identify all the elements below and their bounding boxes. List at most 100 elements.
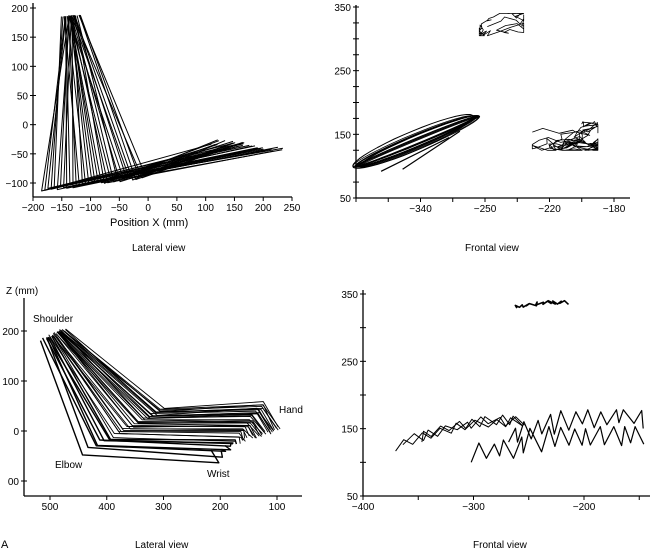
- shoulder-trace: [478, 12, 525, 37]
- panel-bottom-right-frontal: −400 −300 −200 50 150 250 350: [341, 290, 650, 513]
- annotation-elbow: Elbow: [55, 460, 83, 471]
- y-tick-label: 150: [334, 130, 351, 141]
- caption-top-frontal: Frontal view: [465, 243, 519, 254]
- x-tick-label: −50: [111, 203, 128, 214]
- x-tick-label: −220: [538, 204, 561, 215]
- arm-stick: [69, 15, 264, 184]
- y-tick-label: 0: [13, 427, 19, 438]
- hand-trace: [470, 426, 645, 463]
- y-tick-label: 150: [341, 425, 358, 436]
- arm-stick: [71, 15, 245, 180]
- arm-stick: [47, 336, 232, 451]
- x-tick-label: 400: [98, 502, 115, 513]
- elbow-trace: [356, 115, 478, 167]
- arm-stick: [58, 330, 275, 432]
- arm-stick: [61, 331, 277, 429]
- x-tick-label: 200: [255, 203, 272, 214]
- arm-stick: [63, 16, 258, 189]
- arm-stick: [78, 14, 235, 176]
- hand-trace: [531, 121, 599, 151]
- elbow-trace: [380, 136, 450, 172]
- arm-stick: [74, 15, 226, 181]
- arm-stick: [45, 337, 232, 447]
- y-tick-label: 150: [11, 33, 28, 44]
- panel-top-left-lateral: −200 −150 −100 −50 0 50 100 150 200 250 200 150 100 5…: [5, 3, 301, 214]
- arm-stick: [47, 337, 233, 445]
- arm-stick: [57, 330, 266, 432]
- elbow-trace: [421, 414, 523, 443]
- arm-stick: [52, 334, 244, 441]
- arm-stick: [70, 15, 233, 183]
- x-tick-label: 300: [155, 502, 172, 513]
- shoulder-trace: [514, 299, 570, 309]
- arm-stick: [65, 328, 279, 427]
- y-tick-label: −100: [5, 179, 28, 190]
- arm-stick: [68, 15, 216, 179]
- x-tick-label: 0: [145, 203, 151, 214]
- y-tick-label: 50: [347, 492, 359, 503]
- x-tick-label: −300: [462, 502, 485, 513]
- x-tick-label: −250: [474, 204, 497, 215]
- arm-stick: [46, 336, 224, 458]
- y-tick-label: 200: [11, 4, 28, 15]
- arm-stick: [70, 15, 278, 184]
- y-tick-label: 100: [11, 62, 28, 73]
- x-tick-label: −100: [79, 203, 102, 214]
- arm-stick: [60, 329, 267, 435]
- y-tick-label: 0: [22, 121, 28, 132]
- x-tick-label: 250: [284, 203, 301, 214]
- y-tick-label: 00: [8, 477, 20, 488]
- panel-top-right-frontal: −340 −250 −220 −180 50 150 250 350: [334, 3, 630, 215]
- elbow-trace: [402, 130, 461, 170]
- y-tick-label: 250: [334, 67, 351, 78]
- caption-bottom-lateral: Lateral view: [135, 540, 189, 551]
- arm-stick: [69, 15, 283, 182]
- arm-stick: [59, 332, 265, 433]
- annotation-shoulder: Shoulder: [33, 314, 74, 325]
- x-tick-label: 100: [197, 203, 214, 214]
- y-tick-label: 50: [340, 194, 352, 205]
- x-tick-label: −400: [352, 502, 375, 513]
- arm-stick: [59, 329, 274, 431]
- arm-stick: [69, 15, 218, 182]
- annotation-hand: Hand: [279, 405, 303, 416]
- x-tick-label: 500: [42, 502, 59, 513]
- x-tick-label: 150: [226, 203, 243, 214]
- arm-stick: [60, 331, 271, 430]
- figure-label: A: [1, 539, 9, 551]
- x-tick-label: −150: [51, 203, 74, 214]
- y-tick-label: 200: [2, 327, 19, 338]
- x-tick-label: 200: [212, 502, 229, 513]
- arm-stick: [53, 333, 248, 439]
- y-tick-label: −50: [11, 150, 28, 161]
- y-tick-label: 100: [2, 377, 19, 388]
- arm-stick: [79, 14, 233, 177]
- x-tick-label: −200: [22, 203, 45, 214]
- y-tick-label: 50: [17, 92, 29, 103]
- elbow-trace: [355, 115, 477, 168]
- arm-stick: [66, 15, 263, 186]
- elbow-trace: [402, 416, 525, 446]
- y-tick-label: 350: [334, 3, 351, 14]
- arm-stick: [56, 333, 254, 436]
- x-tick-label: −180: [603, 204, 626, 215]
- caption-bottom-frontal: Frontal view: [473, 540, 527, 551]
- x-tick-label: −200: [573, 502, 596, 513]
- arm-stick: [59, 333, 263, 435]
- x-tick-label: 100: [269, 502, 286, 513]
- arm-stick: [55, 333, 262, 437]
- arm-stick: [47, 16, 239, 189]
- caption-top-lateral: Lateral view: [132, 243, 186, 254]
- elbow-trace: [395, 417, 523, 452]
- arm-stick: [56, 331, 260, 435]
- x-tick-label: −340: [409, 204, 432, 215]
- x-axis-label: Position X (mm): [110, 217, 189, 229]
- arm-stick: [72, 14, 238, 179]
- hand-trace: [508, 409, 644, 443]
- arm-stick: [58, 332, 257, 439]
- z-axis-label: Z (mm): [6, 286, 39, 297]
- annotation-wrist: Wrist: [207, 469, 230, 480]
- y-tick-label: 250: [341, 357, 358, 368]
